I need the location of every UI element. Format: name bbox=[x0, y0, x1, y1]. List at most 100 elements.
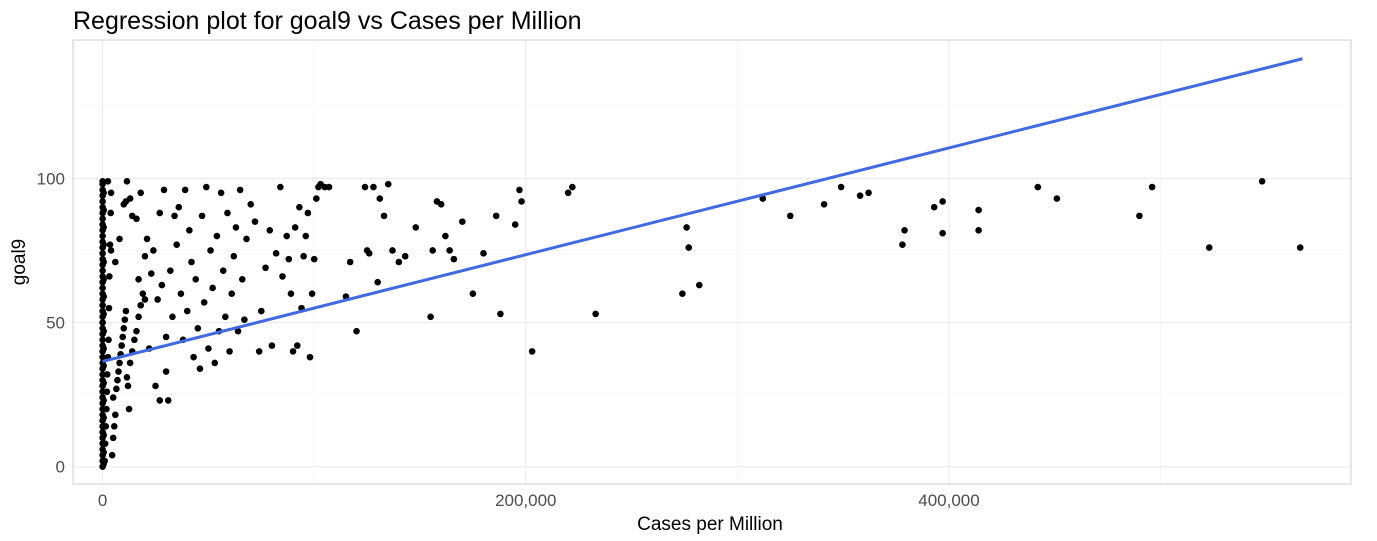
data-point bbox=[106, 241, 114, 249]
data-point bbox=[125, 405, 133, 413]
data-point bbox=[112, 411, 119, 419]
data-point bbox=[103, 405, 110, 413]
data-point bbox=[156, 209, 164, 217]
data-point bbox=[277, 183, 284, 191]
data-point bbox=[124, 382, 132, 390]
data-point bbox=[196, 365, 204, 372]
data-point bbox=[975, 226, 982, 234]
data-point bbox=[293, 342, 301, 349]
data-point bbox=[164, 397, 172, 404]
data-point bbox=[346, 258, 354, 266]
data-point bbox=[181, 186, 189, 194]
data-point bbox=[100, 258, 107, 266]
data-point bbox=[147, 270, 155, 277]
data-point bbox=[137, 189, 145, 197]
data-point bbox=[99, 371, 106, 378]
data-point bbox=[1296, 244, 1304, 251]
data-point bbox=[901, 226, 908, 234]
data-point bbox=[205, 345, 212, 352]
data-point bbox=[564, 189, 572, 197]
data-point bbox=[203, 183, 210, 191]
data-point bbox=[516, 186, 523, 194]
data-point bbox=[126, 195, 134, 202]
data-point bbox=[412, 224, 420, 231]
data-point bbox=[230, 252, 238, 260]
data-point bbox=[1034, 183, 1042, 191]
data-point bbox=[112, 258, 119, 266]
data-point bbox=[160, 186, 168, 194]
data-point bbox=[100, 189, 107, 197]
y-tick-label: 50 bbox=[46, 314, 65, 333]
data-point bbox=[234, 327, 242, 335]
data-point bbox=[939, 229, 946, 237]
data-point bbox=[308, 290, 316, 298]
data-point bbox=[103, 371, 111, 378]
data-point bbox=[258, 307, 265, 315]
data-point bbox=[300, 252, 307, 260]
data-point bbox=[100, 345, 107, 352]
data-point bbox=[99, 267, 106, 274]
data-point bbox=[450, 255, 458, 263]
data-point bbox=[100, 431, 107, 439]
data-point bbox=[100, 414, 107, 421]
data-point bbox=[100, 206, 107, 214]
data-point bbox=[518, 198, 525, 205]
data-point bbox=[222, 313, 229, 321]
data-point bbox=[100, 310, 107, 318]
data-point bbox=[224, 209, 231, 217]
data-point bbox=[190, 353, 197, 361]
data-point bbox=[118, 342, 125, 349]
data-point bbox=[310, 255, 318, 263]
data-point bbox=[820, 201, 828, 208]
data-point bbox=[679, 290, 686, 298]
data-point bbox=[162, 333, 170, 341]
data-point bbox=[110, 423, 118, 430]
data-point bbox=[177, 290, 185, 298]
data-point bbox=[786, 212, 794, 220]
data-point bbox=[899, 241, 906, 249]
data-point bbox=[262, 264, 269, 272]
data-point bbox=[100, 224, 107, 231]
data-point bbox=[313, 195, 320, 202]
data-point bbox=[99, 177, 106, 185]
data-point bbox=[113, 385, 120, 393]
data-point bbox=[175, 203, 183, 211]
data-point bbox=[370, 183, 377, 191]
scatter-points bbox=[99, 177, 1304, 471]
x-tick-label: 400,000 bbox=[918, 491, 979, 510]
data-point bbox=[141, 252, 149, 260]
x-tick-label: 200,000 bbox=[495, 491, 556, 510]
data-point bbox=[107, 247, 115, 254]
data-point bbox=[115, 368, 122, 375]
data-point bbox=[1258, 177, 1266, 185]
data-point bbox=[156, 397, 164, 404]
data-point bbox=[442, 232, 449, 240]
data-point bbox=[480, 250, 487, 257]
data-point bbox=[152, 382, 159, 390]
data-point bbox=[154, 296, 161, 303]
y-tick-label: 0 bbox=[56, 458, 65, 477]
data-point bbox=[131, 336, 138, 344]
data-point bbox=[232, 224, 240, 231]
data-point bbox=[241, 316, 248, 323]
data-point bbox=[306, 353, 314, 361]
data-point bbox=[194, 325, 202, 332]
data-point bbox=[105, 304, 113, 312]
data-point bbox=[266, 226, 274, 234]
data-point bbox=[100, 379, 107, 387]
data-point bbox=[109, 434, 117, 442]
data-point bbox=[99, 353, 106, 361]
data-point bbox=[186, 226, 193, 234]
data-point bbox=[123, 374, 131, 381]
data-point bbox=[939, 198, 946, 205]
data-point bbox=[119, 333, 127, 341]
data-point bbox=[116, 235, 123, 243]
data-point bbox=[100, 327, 107, 335]
data-point bbox=[121, 316, 129, 323]
data-point bbox=[361, 183, 369, 191]
data-point bbox=[188, 258, 195, 266]
data-point bbox=[492, 212, 500, 220]
data-point bbox=[696, 281, 703, 289]
y-tick-label: 100 bbox=[37, 169, 65, 188]
